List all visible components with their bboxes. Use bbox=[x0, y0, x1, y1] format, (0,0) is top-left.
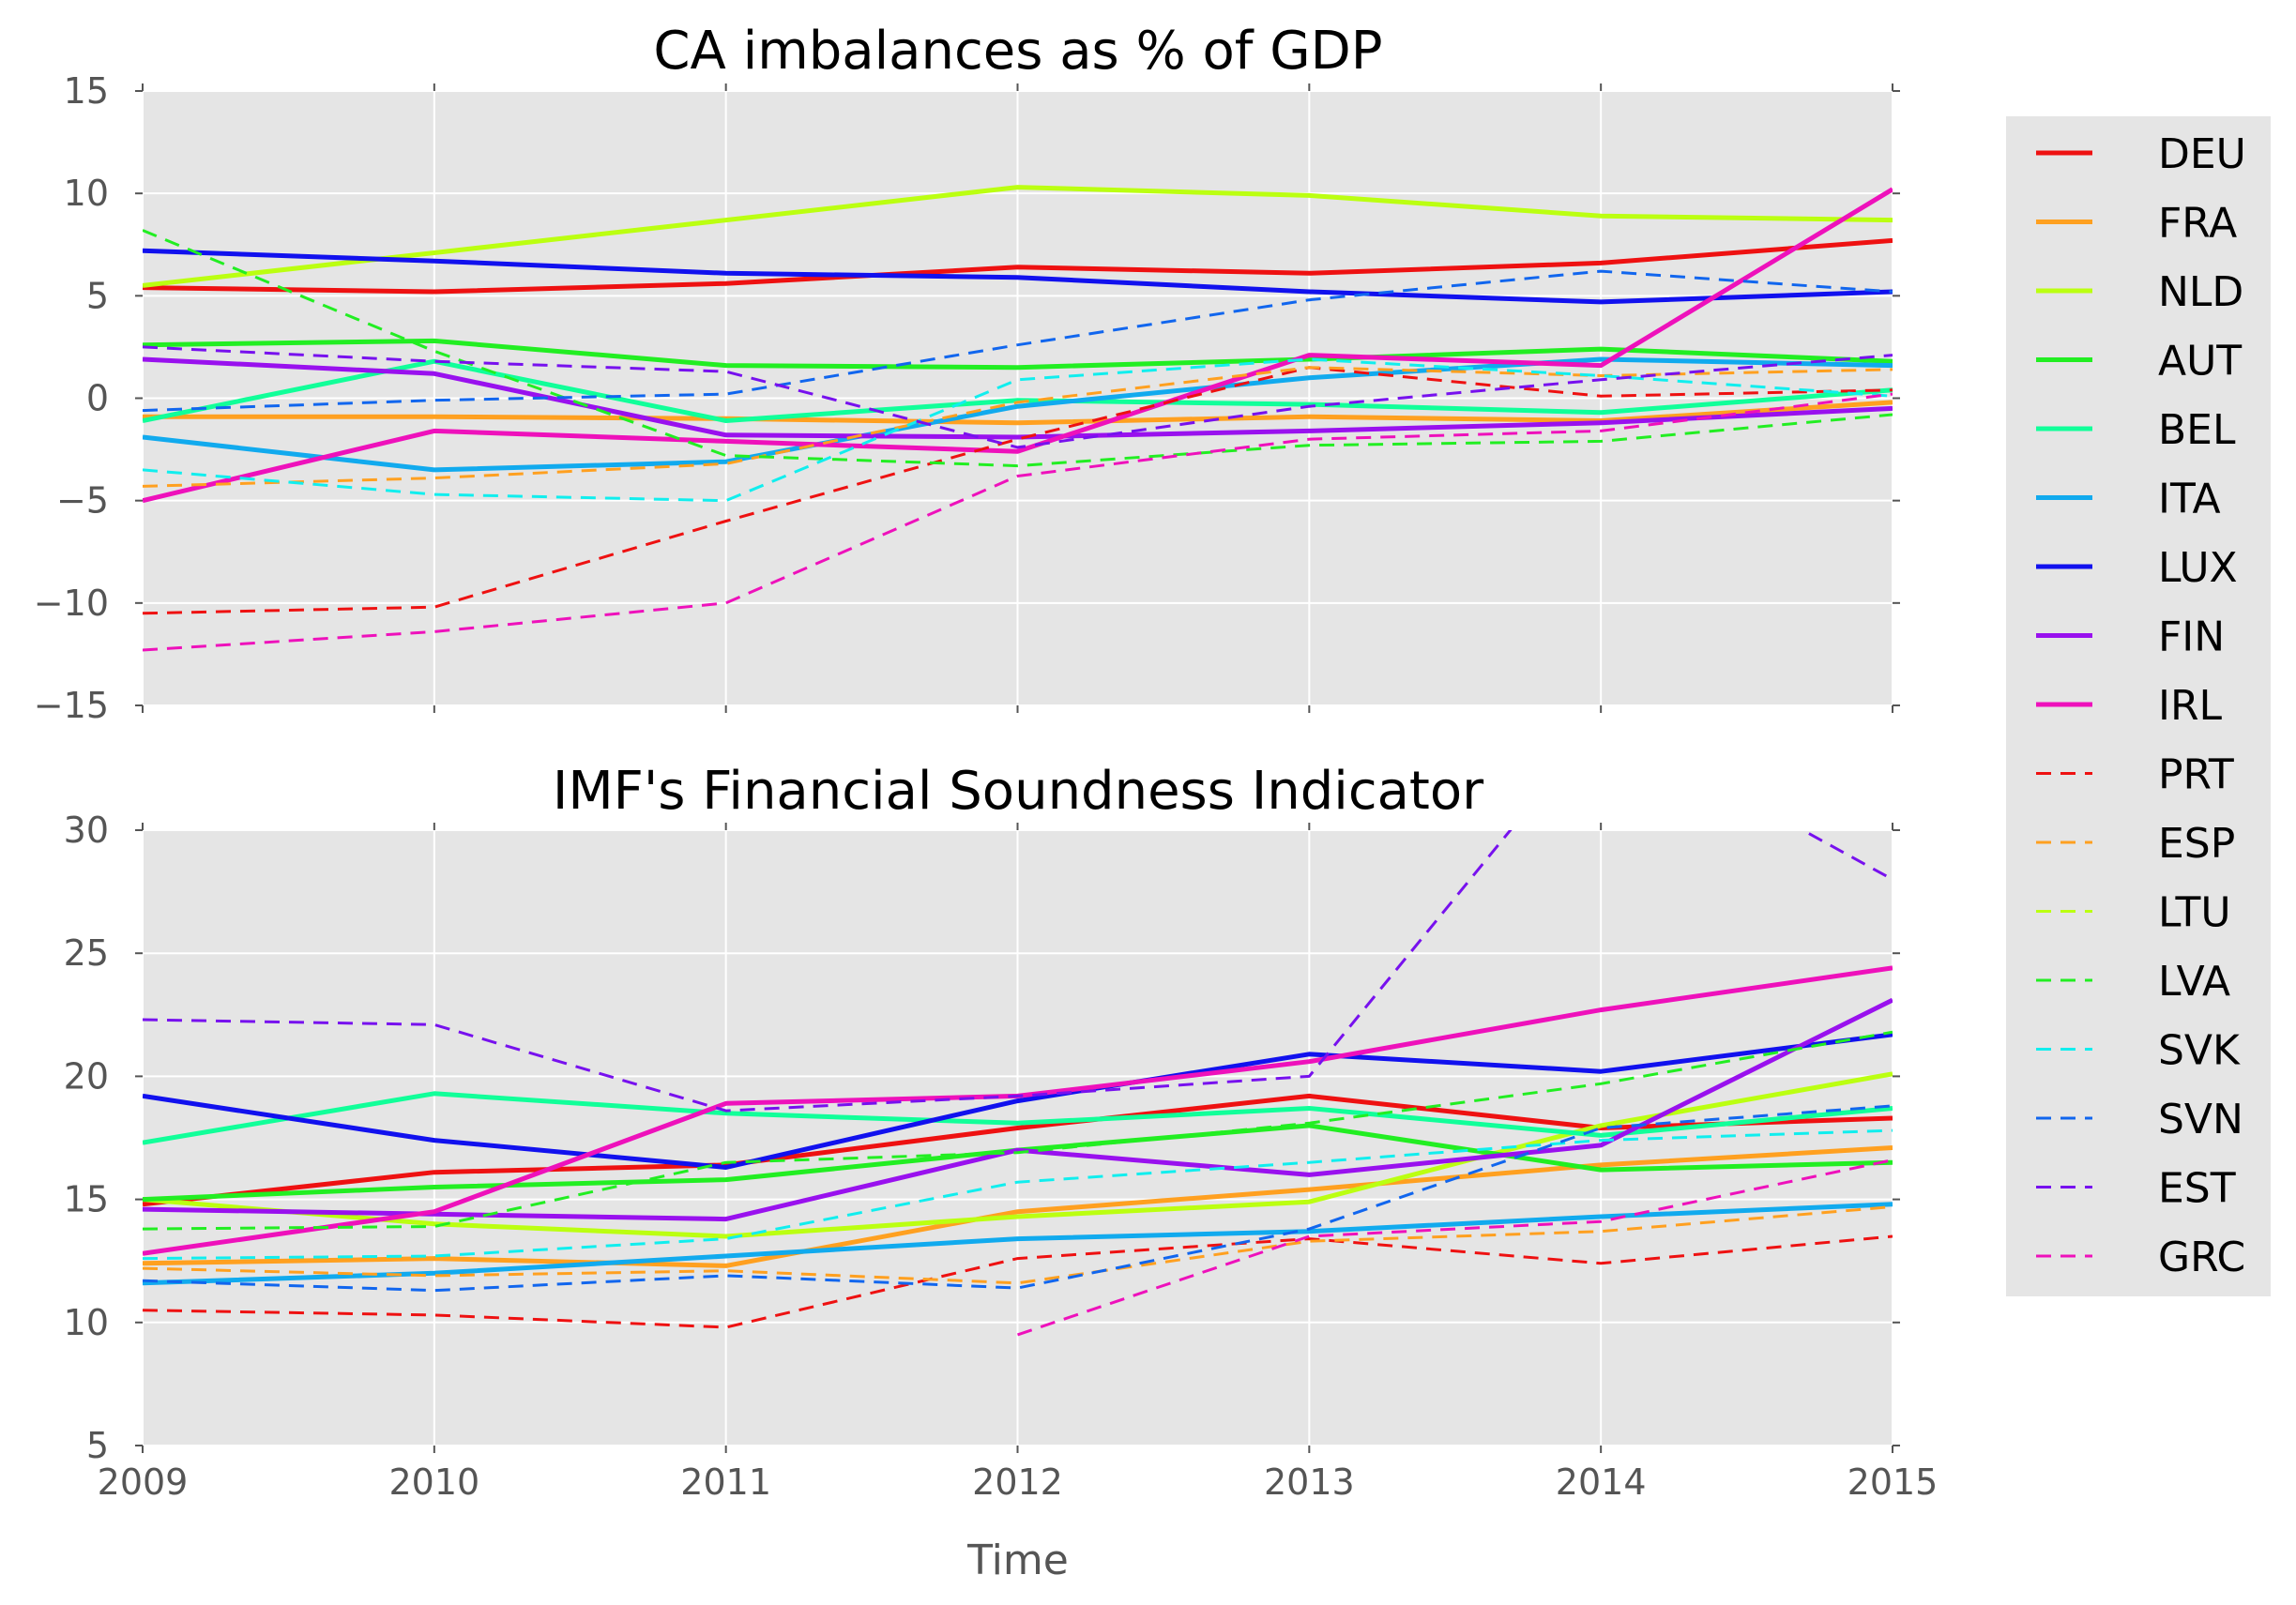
chart-title-top: CA imbalances as % of GDP bbox=[653, 21, 1382, 82]
legend-label-deu: DEU bbox=[2158, 130, 2246, 178]
legend-label-grc: GRC bbox=[2158, 1234, 2245, 1281]
legend-label-aut: AUT bbox=[2158, 338, 2242, 386]
y-tick-label: 30 bbox=[64, 810, 109, 851]
y-tick-labels-top: −15 −10 −5 0 5 10 15 bbox=[34, 70, 109, 726]
y-tick-label: −10 bbox=[34, 583, 109, 624]
y-tick-label: 15 bbox=[64, 1179, 109, 1220]
ca-imbalances-chart: −15 −10 −5 0 5 10 15 CA imbalances as % of GDP bbox=[34, 21, 1900, 726]
x-tick-label: 2015 bbox=[1847, 1461, 1939, 1503]
legend-label-ltu: LTU bbox=[2158, 889, 2231, 937]
y-tick-label: 10 bbox=[64, 173, 109, 214]
series-line-fin bbox=[143, 997, 1893, 1222]
legend-label-ita: ITA bbox=[2158, 476, 2221, 523]
legend-label-irl: IRL bbox=[2158, 682, 2223, 730]
x-tick-label: 2009 bbox=[98, 1461, 189, 1503]
series-line-ita bbox=[143, 1202, 1893, 1286]
series-line-svn bbox=[143, 269, 1893, 413]
series-line-prt bbox=[143, 1234, 1893, 1329]
x-tick-label: 2014 bbox=[1556, 1461, 1647, 1503]
legend-label-lux: LUX bbox=[2158, 544, 2238, 592]
series-line-grc bbox=[1017, 1158, 1893, 1337]
x-tick-label: 2011 bbox=[680, 1461, 771, 1503]
series-line-lva bbox=[143, 229, 1893, 468]
legend-label-svk: SVK bbox=[2158, 1027, 2241, 1075]
tick-marks-bottom bbox=[135, 823, 1900, 1453]
series-line-est bbox=[143, 345, 1893, 449]
y-tick-label: 10 bbox=[64, 1302, 109, 1343]
series-line-grc bbox=[143, 392, 1893, 652]
series-line-bel bbox=[143, 358, 1893, 423]
series-line-esp bbox=[143, 366, 1893, 488]
series-line-ita bbox=[143, 356, 1893, 473]
y-tick-label: 20 bbox=[64, 1055, 109, 1097]
series-line-lux bbox=[143, 1032, 1893, 1170]
series-line-nld bbox=[143, 185, 1893, 288]
series-line-deu bbox=[143, 1093, 1893, 1207]
series-line-lux bbox=[143, 248, 1893, 305]
y-tick-label: 5 bbox=[86, 1425, 109, 1466]
series-line-deu bbox=[143, 237, 1893, 295]
x-tick-label: 2012 bbox=[972, 1461, 1063, 1503]
chart-title-bottom: IMF's Financial Soundness Indicator bbox=[553, 761, 1484, 822]
legend-label-lva: LVA bbox=[2158, 958, 2230, 1006]
series-line-bel bbox=[143, 1091, 1893, 1145]
y-tick-label: 15 bbox=[64, 70, 109, 112]
legend-label-fra: FRA bbox=[2158, 200, 2237, 248]
series-line-irl bbox=[143, 187, 1893, 504]
series-lines-top bbox=[143, 185, 1893, 652]
x-axis-label: Time bbox=[966, 1537, 1069, 1584]
series-line-nld bbox=[143, 1071, 1893, 1239]
legend-label-fin: FIN bbox=[2158, 613, 2225, 661]
series-line-fra bbox=[143, 1145, 1893, 1268]
legend-label-nld: NLD bbox=[2158, 268, 2243, 316]
x-tick-labels: 2009 2010 2011 2012 2013 2014 2015 bbox=[98, 1461, 1939, 1503]
series-line-aut bbox=[143, 338, 1893, 371]
y-tick-label: 5 bbox=[86, 275, 109, 316]
legend-label-prt: PRT bbox=[2158, 751, 2234, 799]
legend-items: DEU FRA NLD AUT BEL ITA LUX FIN IRL PRT ESP LTU LVA S… bbox=[2036, 130, 2246, 1281]
legend-label-esp: ESP bbox=[2158, 820, 2235, 868]
legend-label-est: EST bbox=[2158, 1165, 2236, 1213]
series-line-svk bbox=[143, 1128, 1893, 1261]
y-tick-label: 0 bbox=[86, 378, 109, 419]
x-tick-label: 2013 bbox=[1264, 1461, 1355, 1503]
legend: DEU FRA NLD AUT BEL ITA LUX FIN IRL PRT ESP LTU LVA S… bbox=[2006, 116, 2271, 1296]
series-line-lva bbox=[143, 1030, 1893, 1231]
series-line-est bbox=[143, 830, 1893, 1113]
tick-marks-top bbox=[135, 83, 1900, 713]
y-tick-label: −15 bbox=[34, 685, 109, 726]
y-tick-label: 25 bbox=[64, 932, 109, 974]
y-tick-label: −5 bbox=[56, 480, 109, 522]
x-tick-label: 2010 bbox=[388, 1461, 479, 1503]
legend-label-bel: BEL bbox=[2158, 406, 2236, 454]
legend-label-svn: SVN bbox=[2158, 1096, 2243, 1143]
series-line-fin bbox=[143, 356, 1893, 440]
series-line-prt bbox=[143, 366, 1893, 615]
y-tick-labels-bottom: 5 10 15 20 25 30 bbox=[64, 810, 109, 1466]
series-lines-bottom bbox=[143, 830, 1893, 1337]
financial-soundness-chart: 5 10 15 20 25 30 2009 2010 2011 2012 2013 2014 2015… bbox=[64, 761, 1939, 1584]
